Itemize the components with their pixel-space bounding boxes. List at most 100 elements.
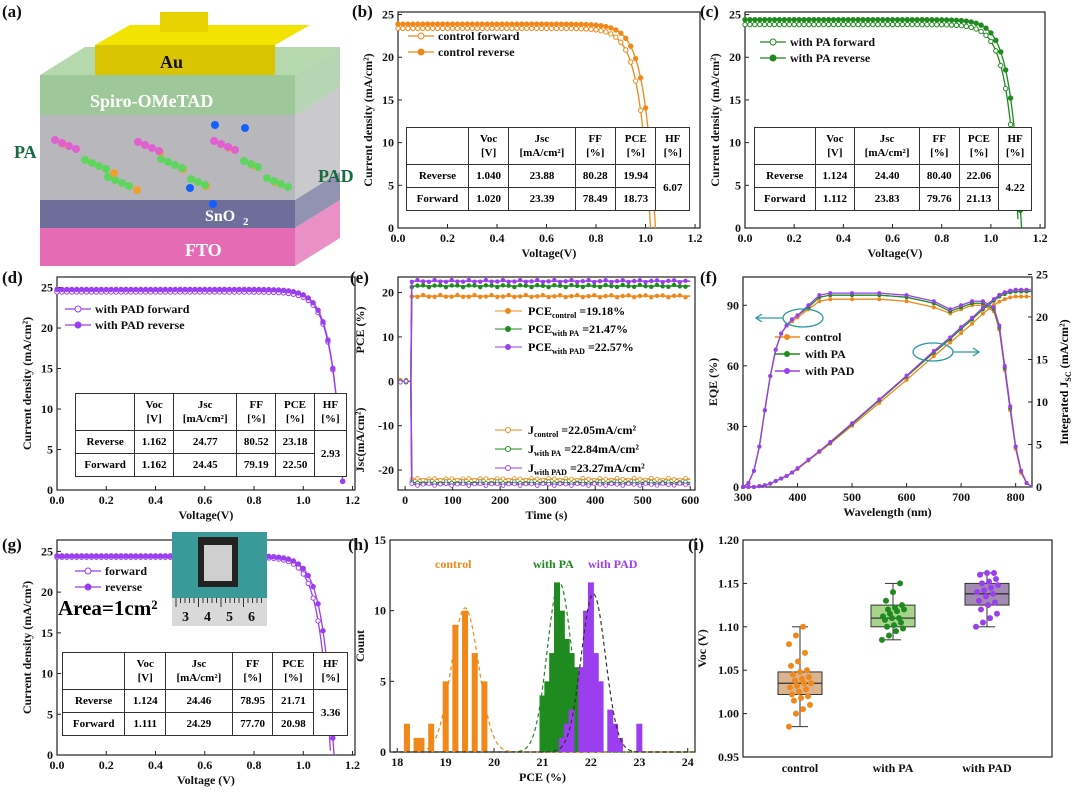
data-point [781,16,788,23]
data-point [983,593,989,600]
data-point [609,283,614,289]
ion-dot [186,184,194,192]
data-point [804,667,810,674]
y-tick-label: 1.05 [718,663,739,677]
data-point [747,16,753,23]
y-tick-label: 10 [41,667,53,681]
y2-axis-label: Integrated JSC (mA/cm²) [1057,319,1073,444]
data-point [828,297,833,302]
data-point [443,284,449,290]
data-point [787,684,793,691]
data-point [489,283,494,288]
histogram-bar [612,723,619,752]
data-point [637,75,644,81]
data-point [620,282,625,288]
data-point [405,21,411,27]
data-point [266,553,272,560]
data-point [415,277,420,283]
molecule-atom [171,161,179,169]
data-point [330,365,336,371]
data-point [1008,288,1013,293]
data-point [998,62,1004,69]
chart-panel-h: 18 19 20 21 22 23 24 0 5 10 15 PCE (%) Count control w… [353,533,696,784]
data-point [449,277,454,283]
histogram-bar [403,723,410,752]
layer-front [40,200,295,228]
data-point [828,291,833,296]
data-point [483,283,489,288]
data-point [231,286,238,293]
data-point [74,286,80,293]
y-tick-label: 30 [727,419,739,433]
data-point [677,293,682,298]
parameters-table: Voc [V] Jsc [mA/cm²] FF [%] PCE [%] HF [%] Re… [61,652,348,736]
data-point [506,279,511,285]
data-point [986,578,992,585]
data-point [588,22,594,28]
molecule-atom [155,147,163,155]
layer-front [40,228,295,266]
x-tick-label: 400 [789,490,807,504]
data-point [830,16,837,23]
data-point [909,16,915,23]
data-point [808,680,814,687]
data-point [631,475,637,481]
table-header: Voc [V] [814,127,856,165]
data-point [973,623,979,630]
data-point [506,283,511,288]
data-point [790,671,796,678]
data-point [614,475,620,481]
data-point [459,21,466,27]
data-point [880,613,886,620]
data-point [1008,295,1013,300]
data-point [285,556,292,562]
data-point [83,286,90,293]
au-electrode-tab [160,12,208,32]
data-point [529,294,534,300]
data-point [614,278,620,284]
y2-tick-label: 5 [1036,437,1042,451]
data-point [620,293,625,299]
table-cell: Reverse [74,430,136,454]
data-point [598,27,604,34]
y-axis-label: Current density (mA/cm²) [20,317,34,450]
data-point [603,282,608,288]
x-tick-label: 1.0 [296,758,311,772]
data-point [870,16,876,23]
data-point [535,294,540,299]
data-point [626,481,631,486]
data-point [631,278,637,284]
data-point [786,16,792,23]
plot-frame [744,11,1046,229]
legend-marker [505,326,511,332]
plot-frame [397,276,696,491]
x-category-label: with PAD [962,761,1012,775]
data-point [157,286,164,293]
data-point [460,481,466,487]
data-point [478,481,483,487]
data-point [236,286,242,293]
data-point [991,305,996,310]
data-point [474,21,480,27]
y-tick-label: 60 [727,359,739,373]
y-tick-label: 0.95 [718,750,739,764]
data-point [627,43,634,49]
data-point [108,553,114,559]
y-axis-label-2: Jsc(mA/cm²) [353,408,367,473]
data-point [1008,404,1013,409]
data-point [880,16,886,23]
data-point [977,571,983,578]
table-header: FF [%] [918,127,960,165]
table-header: PCE [%] [614,127,657,165]
data-point [449,476,454,481]
data-point [593,27,599,33]
data-point [167,286,173,293]
data-point [884,623,890,630]
x-tick-label: 23 [633,755,645,769]
data-point [598,22,604,29]
table-header-row: Voc [V] Jsc [mA/cm²] FF [%] PCE [%] HF [%] [754,127,1032,165]
table-cell: 20.98 [272,712,315,736]
data-point [420,482,426,487]
y-tick-label: 25 [382,8,394,22]
table-row: Forward 1.020 23.39 78.49 18.73 [406,187,690,211]
